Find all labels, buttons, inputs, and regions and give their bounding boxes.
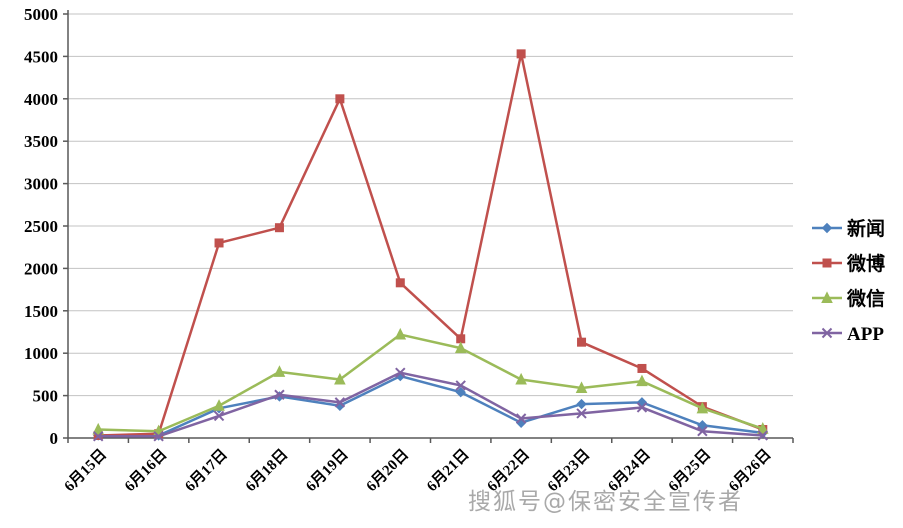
y-tick-label: 1000 [24, 344, 58, 363]
x-tick-label: 6月24日 [605, 446, 654, 495]
series-APP [93, 367, 768, 442]
gridlines [68, 13, 793, 397]
y-tick-label: 1500 [24, 302, 58, 321]
series-新闻 [93, 370, 768, 441]
y-tick-label: 3500 [24, 132, 58, 151]
y-tick-label: 5000 [24, 5, 58, 24]
x-tick-label: 6月21日 [423, 446, 472, 495]
legend-item-微信: 微信 [812, 287, 885, 310]
legend-item-APP: APP [812, 324, 884, 345]
y-tick-label: 4500 [24, 47, 58, 66]
legend-label: 新闻 [847, 217, 885, 240]
x-tick-label: 6月15日 [61, 446, 110, 495]
x-tick-label: 6月18日 [242, 446, 291, 495]
x-tick-label: 6月20日 [363, 446, 412, 495]
x-tick-label: 6月19日 [303, 446, 352, 495]
y-tick-label: 4000 [24, 90, 58, 109]
y-tick-label: 500 [33, 387, 59, 406]
x-tick-label: 6月23日 [544, 446, 593, 495]
y-tick-label: 0 [50, 429, 59, 448]
x-tick-label: 6月26日 [725, 446, 774, 495]
y-tick-label: 2000 [24, 259, 58, 278]
legend-item-微博: 微博 [812, 252, 885, 275]
x-tick-label: 6月25日 [665, 446, 714, 495]
x-axis-labels: 6月15日 6月16日 6月17日 6月18日 6月19日 6月20日 6月21日 6月22日… [61, 438, 794, 495]
legend-item-新闻: 新闻 [812, 217, 885, 240]
y-tick-label: 3000 [24, 175, 58, 194]
y-axis-labels: 0 500 1000 1500 2000 2500 3000 3500 4000 4500 5000 [24, 5, 68, 448]
series-微博 [93, 49, 768, 440]
y-tick-label: 2500 [24, 217, 58, 236]
x-tick-label: 6月17日 [182, 446, 231, 495]
x-tick-label: 6月22日 [484, 446, 533, 495]
x-tick-label: 6月16日 [121, 446, 170, 495]
legend-label: 微信 [846, 287, 885, 310]
legend-label: APP [847, 324, 884, 345]
legend-label: 微博 [846, 252, 885, 275]
